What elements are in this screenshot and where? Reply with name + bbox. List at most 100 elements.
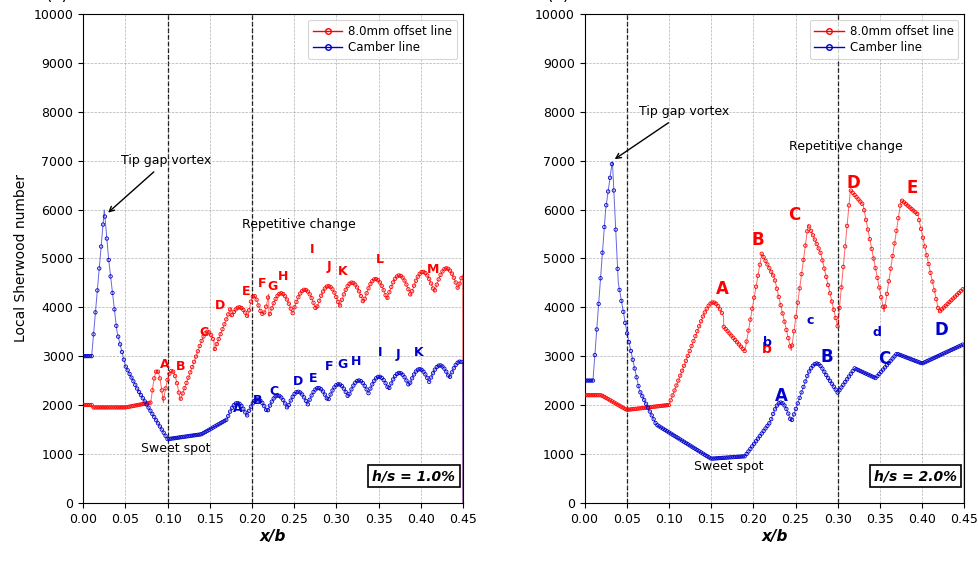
Point	[683, 341, 698, 350]
Point	[630, 404, 645, 413]
Point	[258, 302, 274, 311]
Point	[808, 240, 823, 249]
Point	[723, 331, 738, 340]
Point	[95, 403, 111, 412]
Point	[907, 208, 922, 217]
Point	[178, 378, 194, 387]
Point	[840, 372, 856, 381]
Point	[921, 268, 937, 277]
Point	[432, 270, 448, 279]
Point	[76, 352, 92, 361]
Point	[182, 431, 198, 440]
Point	[662, 396, 678, 405]
Point	[772, 300, 787, 310]
Point	[311, 296, 327, 306]
Point	[241, 306, 256, 315]
Point	[577, 376, 593, 385]
Point	[763, 267, 778, 276]
Point	[143, 398, 158, 407]
Point	[630, 382, 645, 391]
Point	[148, 416, 163, 425]
Point	[208, 421, 224, 430]
Point	[863, 244, 878, 253]
Point	[444, 269, 460, 278]
Point	[814, 256, 829, 265]
Point	[360, 389, 376, 398]
Point	[867, 264, 882, 273]
Point	[943, 345, 958, 354]
Point	[905, 356, 920, 365]
Point	[806, 360, 822, 369]
Point	[698, 304, 714, 314]
Point	[810, 360, 825, 369]
Point	[874, 365, 890, 374]
Point	[254, 398, 270, 407]
Point	[787, 404, 803, 414]
Point	[778, 325, 793, 335]
Point	[273, 393, 289, 402]
Point	[909, 210, 924, 219]
Point	[781, 414, 797, 423]
Point	[844, 188, 860, 197]
Point	[825, 382, 841, 391]
Point	[424, 369, 440, 378]
Point	[891, 201, 907, 210]
Point	[87, 308, 103, 317]
Point	[649, 421, 665, 430]
Point	[309, 383, 325, 392]
Point	[421, 274, 436, 283]
Point	[406, 370, 422, 379]
Point	[636, 395, 651, 404]
Point	[216, 416, 232, 425]
Point	[818, 272, 833, 281]
Point	[816, 367, 831, 377]
Point	[111, 403, 126, 412]
Point	[947, 292, 962, 301]
Point	[262, 401, 278, 410]
Point	[947, 344, 962, 353]
Point	[937, 348, 953, 357]
Point	[414, 365, 429, 374]
Point	[453, 357, 468, 366]
Point	[327, 288, 342, 297]
Point	[638, 399, 653, 408]
Point	[878, 289, 894, 298]
Point	[203, 331, 219, 340]
Point	[583, 391, 599, 400]
Point	[846, 364, 862, 373]
Point	[812, 248, 827, 257]
Point	[117, 403, 133, 412]
Point	[710, 454, 726, 463]
Point	[163, 366, 179, 375]
Point	[150, 367, 165, 376]
Point	[220, 411, 236, 420]
Point	[228, 399, 244, 408]
Point	[761, 264, 777, 273]
Point	[351, 287, 367, 296]
Point	[333, 295, 349, 304]
Point	[689, 445, 704, 454]
Point	[163, 434, 179, 443]
Point	[422, 373, 438, 382]
Point	[880, 358, 896, 367]
Point	[355, 378, 371, 387]
Point	[689, 327, 704, 336]
Point	[816, 264, 831, 273]
Point	[398, 280, 414, 289]
Point	[771, 293, 786, 302]
Point	[379, 294, 395, 303]
Point	[765, 410, 780, 419]
Point	[339, 391, 355, 400]
Point	[426, 365, 442, 374]
Point	[319, 282, 334, 291]
Point	[93, 242, 109, 251]
Point	[810, 244, 825, 253]
Point	[708, 454, 724, 463]
Point	[860, 225, 875, 234]
Point	[585, 376, 600, 385]
Point	[279, 403, 294, 412]
Point	[383, 379, 399, 388]
Point	[416, 367, 431, 376]
Point	[884, 354, 900, 363]
Point	[846, 190, 862, 199]
